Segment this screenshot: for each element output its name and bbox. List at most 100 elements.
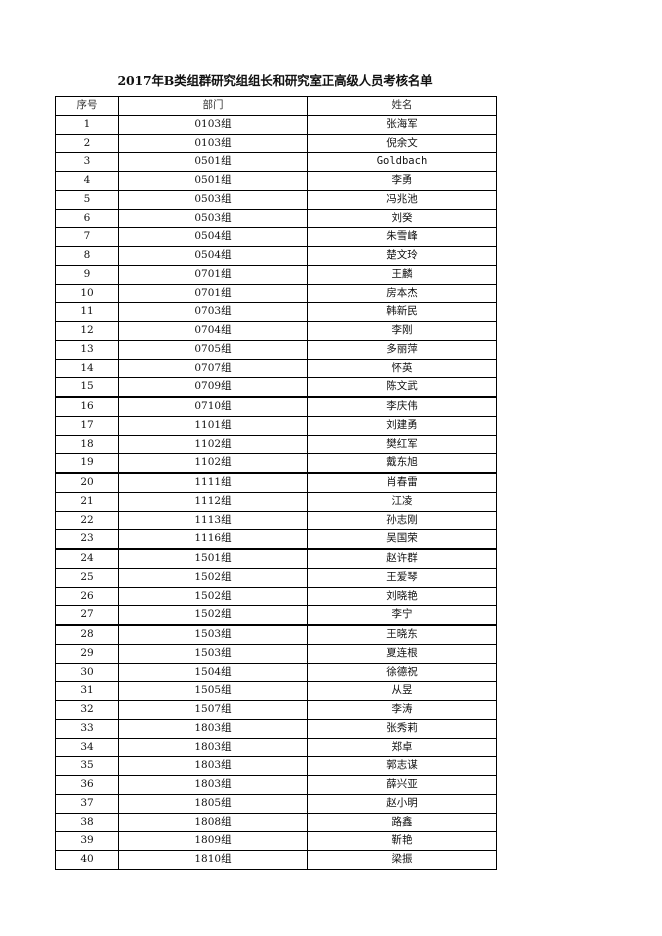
cell-department: 1505组 bbox=[118, 681, 308, 701]
cell-department: 1805组 bbox=[118, 793, 308, 814]
cell-index: 32 bbox=[55, 700, 119, 720]
cell-department: 1116组 bbox=[118, 529, 308, 551]
table-row: 18 1102组 樊红军 bbox=[55, 434, 497, 455]
cell-name: 樊红军 bbox=[307, 434, 497, 455]
cell-department: 0503组 bbox=[118, 189, 308, 210]
cell-index: 19 bbox=[55, 453, 119, 475]
cell-index: 25 bbox=[55, 567, 119, 588]
header-name: 姓名 bbox=[307, 96, 497, 116]
cell-index: 20 bbox=[55, 472, 119, 493]
table-row: 31 1505组 从昱 bbox=[55, 681, 497, 701]
cell-name: 多丽萍 bbox=[307, 339, 497, 360]
table-row: 4 0501组 李勇 bbox=[55, 171, 497, 191]
cell-name: 郭志谋 bbox=[307, 756, 497, 776]
cell-name: 肖春雷 bbox=[307, 472, 497, 493]
cell-department: 1501组 bbox=[118, 548, 308, 569]
cell-index: 13 bbox=[55, 339, 119, 360]
cell-index: 30 bbox=[55, 662, 119, 683]
table-row: 25 1502组 王爱琴 bbox=[55, 567, 497, 588]
cell-department: 1111组 bbox=[118, 472, 308, 493]
table-row: 30 1504组 徐德祝 bbox=[55, 662, 497, 683]
cell-index: 38 bbox=[55, 812, 119, 833]
cell-department: 1102组 bbox=[118, 453, 308, 475]
table-row: 8 0504组 楚文玲 bbox=[55, 246, 497, 266]
cell-index: 12 bbox=[55, 321, 119, 341]
cell-name: 张海军 bbox=[307, 114, 497, 135]
cell-index: 8 bbox=[55, 246, 119, 266]
cell-name: 靳艳 bbox=[307, 831, 497, 851]
cell-index: 16 bbox=[55, 396, 119, 417]
cell-name: 从昱 bbox=[307, 681, 497, 701]
table-header-row: 序号 部门 姓名 bbox=[55, 96, 497, 116]
table-row: 3 0501组 Goldbach bbox=[55, 152, 497, 172]
cell-index: 7 bbox=[55, 227, 119, 247]
cell-department: 0504组 bbox=[118, 227, 308, 247]
table-row: 14 0707组 怀英 bbox=[55, 358, 497, 379]
cell-department: 0103组 bbox=[118, 114, 308, 135]
cell-name: 倪余文 bbox=[307, 133, 497, 154]
cell-index: 15 bbox=[55, 377, 119, 399]
cell-index: 4 bbox=[55, 171, 119, 191]
cell-name: 朱雪峰 bbox=[307, 227, 497, 247]
cell-department: 0704组 bbox=[118, 321, 308, 341]
header-department: 部门 bbox=[118, 96, 308, 116]
table-row: 23 1116组 吴国荣 bbox=[55, 529, 497, 551]
table-row: 6 0503组 刘癸 bbox=[55, 208, 497, 229]
cell-department: 1810组 bbox=[118, 850, 308, 870]
cell-department: 0501组 bbox=[118, 171, 308, 191]
cell-name: 徐德祝 bbox=[307, 662, 497, 683]
table-row: 9 0701组 王麟 bbox=[55, 264, 497, 285]
cell-index: 34 bbox=[55, 737, 119, 758]
cell-index: 6 bbox=[55, 208, 119, 229]
cell-department: 1504组 bbox=[118, 662, 308, 683]
cell-index: 40 bbox=[55, 850, 119, 870]
table-row: 40 1810组 梁振 bbox=[55, 850, 497, 870]
cell-department: 1113组 bbox=[118, 510, 308, 531]
table-row: 19 1102组 戴东旭 bbox=[55, 453, 497, 475]
cell-index: 1 bbox=[55, 114, 119, 135]
cell-department: 0703组 bbox=[118, 302, 308, 322]
cell-department: 1112组 bbox=[118, 491, 308, 512]
table-row: 36 1803组 薛兴亚 bbox=[55, 775, 497, 795]
cell-department: 1101组 bbox=[118, 415, 308, 436]
table-row: 22 1113组 孙志刚 bbox=[55, 510, 497, 531]
cell-name: 楚文玲 bbox=[307, 246, 497, 266]
cell-index: 5 bbox=[55, 189, 119, 210]
table-row: 39 1809组 靳艳 bbox=[55, 831, 497, 851]
cell-index: 27 bbox=[55, 605, 119, 627]
cell-index: 33 bbox=[55, 718, 119, 739]
header-index: 序号 bbox=[55, 96, 119, 116]
cell-index: 36 bbox=[55, 775, 119, 795]
cell-department: 1803组 bbox=[118, 737, 308, 758]
cell-index: 2 bbox=[55, 133, 119, 154]
cell-department: 0103组 bbox=[118, 133, 308, 154]
cell-name: 张秀莉 bbox=[307, 718, 497, 739]
table-row: 10 0701组 房本杰 bbox=[55, 283, 497, 304]
cell-department: 1503组 bbox=[118, 624, 308, 645]
cell-department: 1502组 bbox=[118, 605, 308, 627]
cell-index: 24 bbox=[55, 548, 119, 569]
table-row: 20 1111组 肖春雷 bbox=[55, 472, 497, 493]
cell-name: 李宁 bbox=[307, 605, 497, 627]
cell-index: 11 bbox=[55, 302, 119, 322]
cell-name: 王爱琴 bbox=[307, 567, 497, 588]
personnel-table: 序号 部门 姓名 1 0103组 张海军 2 0103组 倪余文 3 0501组 Goldbac… bbox=[55, 96, 497, 870]
table-row: 12 0704组 李刚 bbox=[55, 321, 497, 341]
table-row: 1 0103组 张海军 bbox=[55, 114, 497, 135]
cell-name: 赵许群 bbox=[307, 548, 497, 569]
cell-name: 李庆伟 bbox=[307, 396, 497, 417]
document-title: 2017年B类组群研究组组长和研究室正高级人员考核名单 bbox=[117, 73, 433, 88]
cell-department: 0709组 bbox=[118, 377, 308, 399]
cell-department: 0710组 bbox=[118, 396, 308, 417]
table-row: 28 1503组 王晓东 bbox=[55, 624, 497, 645]
table-row: 32 1507组 李涛 bbox=[55, 700, 497, 720]
cell-name: 王晓东 bbox=[307, 624, 497, 645]
table-row: 24 1501组 赵许群 bbox=[55, 548, 497, 569]
cell-index: 22 bbox=[55, 510, 119, 531]
cell-index: 14 bbox=[55, 358, 119, 379]
cell-name: 戴东旭 bbox=[307, 453, 497, 475]
cell-name: 吴国荣 bbox=[307, 529, 497, 551]
cell-name: 王麟 bbox=[307, 264, 497, 285]
cell-department: 1803组 bbox=[118, 718, 308, 739]
cell-name: 刘晓艳 bbox=[307, 586, 497, 607]
